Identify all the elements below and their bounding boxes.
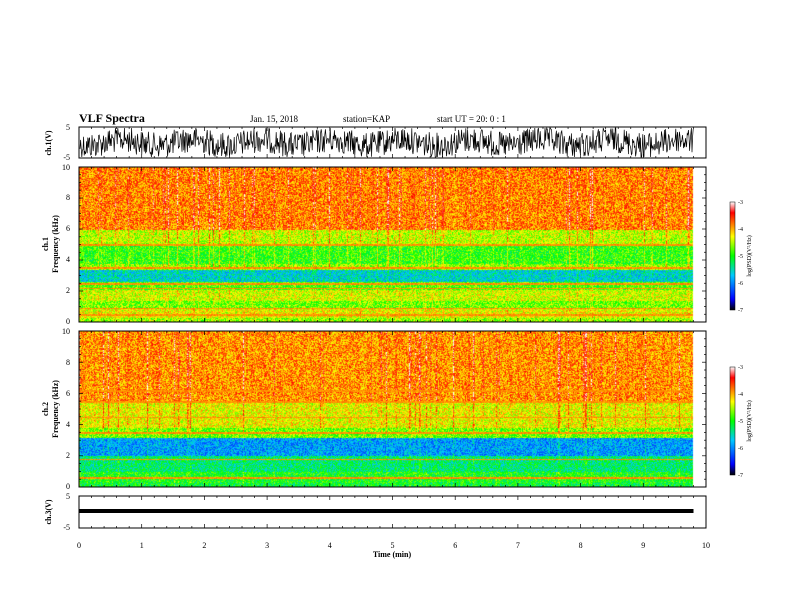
ch2-ytick-4: 4 — [66, 420, 70, 429]
ch1-ylabel-channel: ch.1 — [41, 237, 50, 251]
ch1-ytick-8: 8 — [66, 193, 70, 202]
x-axis-tick-labels: 0 1 2 3 4 5 6 7 8 9 10 — [77, 541, 710, 550]
ch2-ylabel-frequency: Frequency (kHz) — [51, 380, 60, 438]
ch3-waveform-panel: 5 -5 ch.3(V) — [44, 492, 707, 532]
x-tick-label-6: 6 — [453, 541, 457, 550]
ch3-ylabel: ch.3(V) — [44, 499, 53, 524]
figure-title: VLF Spectra — [79, 111, 145, 125]
ch2-spectrogram-panel: 0 2 4 6 8 10 ch.2 Frequency (kHz) — [41, 327, 707, 491]
ch2-ytick-8: 8 — [66, 358, 70, 367]
ch1-spectrogram-panel: 0 2 4 6 8 10 ch.1 Frequency (kHz) — [41, 163, 707, 326]
ch3-ytick-top: 5 — [66, 492, 70, 501]
colorbar-tick--3: -3 — [738, 200, 743, 206]
colorbar-tick--6: -6 — [738, 281, 743, 287]
ch2-colorbar-gradient — [729, 366, 736, 476]
axis-ticks — [78, 127, 707, 528]
ch1-ytick-top: 5 — [66, 123, 70, 132]
ch2-ylabel-channel: ch.2 — [41, 402, 50, 416]
colorbar-tick--4: -4 — [738, 392, 743, 398]
ch1-ytick-6: 6 — [66, 224, 70, 233]
ch1-colorbar-label: log(PSD)(V²/Hz) — [746, 235, 753, 276]
ch1-ytick-2: 2 — [66, 286, 70, 295]
ch1-ytick-4: 4 — [66, 255, 70, 264]
ch1-ylabel: ch.1(V) — [44, 130, 53, 155]
colorbar-tick--5: -5 — [738, 419, 743, 425]
ch1-colorbar: -3 -4 -5 -6 -7 log(PSD)(V²/Hz) — [729, 200, 753, 314]
colorbar-tick--3: -3 — [738, 365, 743, 371]
ch1-ytick-bottom: -5 — [63, 153, 70, 162]
ch2-spectrogram-image — [79, 331, 706, 487]
x-tick-label-3: 3 — [265, 541, 269, 550]
ch2-colorbar: -3 -4 -5 -6 -7 log(PSD)(V²/Hz) — [729, 365, 753, 479]
x-tick-label-2: 2 — [202, 541, 206, 550]
ch3-ytick-bottom: -5 — [63, 523, 70, 532]
station-label: station=KAP — [343, 114, 390, 124]
ch1-ytick-10: 10 — [62, 163, 70, 172]
x-tick-label-0: 0 — [77, 541, 81, 550]
colorbar-tick--6: -6 — [738, 446, 743, 452]
ch3-waveform-line — [79, 509, 694, 513]
x-tick-label-1: 1 — [140, 541, 144, 550]
ch1-waveform-panel: 5 -5 ch.1(V) — [44, 123, 707, 162]
colorbar-tick--7: -7 — [738, 473, 743, 479]
ch2-ytick-10: 10 — [62, 327, 70, 336]
ch1-waveform-line — [79, 126, 694, 158]
ch2-ytick-2: 2 — [66, 451, 70, 460]
colorbar-tick--7: -7 — [738, 308, 743, 314]
colorbar-tick--5: -5 — [738, 254, 743, 260]
x-axis-label: Time (min) — [373, 550, 412, 559]
ch1-ytick-0: 0 — [66, 317, 70, 326]
start-time-label: start UT = 20: 0 : 1 — [437, 114, 506, 124]
x-tick-label-5: 5 — [391, 541, 395, 550]
x-tick-label-8: 8 — [579, 541, 583, 550]
colorbar-tick--4: -4 — [738, 227, 743, 233]
date-label: Jan. 15, 2018 — [250, 114, 298, 124]
ch2-ytick-6: 6 — [66, 389, 70, 398]
ch1-colorbar-gradient — [729, 201, 736, 311]
ch2-ytick-0: 0 — [66, 482, 70, 491]
x-tick-label-4: 4 — [328, 541, 332, 550]
x-tick-label-7: 7 — [516, 541, 520, 550]
ch1-spectrogram-image — [79, 167, 706, 322]
ch1-waveform-frame — [78, 126, 707, 159]
ch1-ylabel-frequency: Frequency (kHz) — [51, 215, 60, 273]
ch2-colorbar-label: log(PSD)(V²/Hz) — [746, 400, 753, 441]
x-tick-label-9: 9 — [641, 541, 645, 550]
x-tick-label-10: 10 — [702, 541, 710, 550]
